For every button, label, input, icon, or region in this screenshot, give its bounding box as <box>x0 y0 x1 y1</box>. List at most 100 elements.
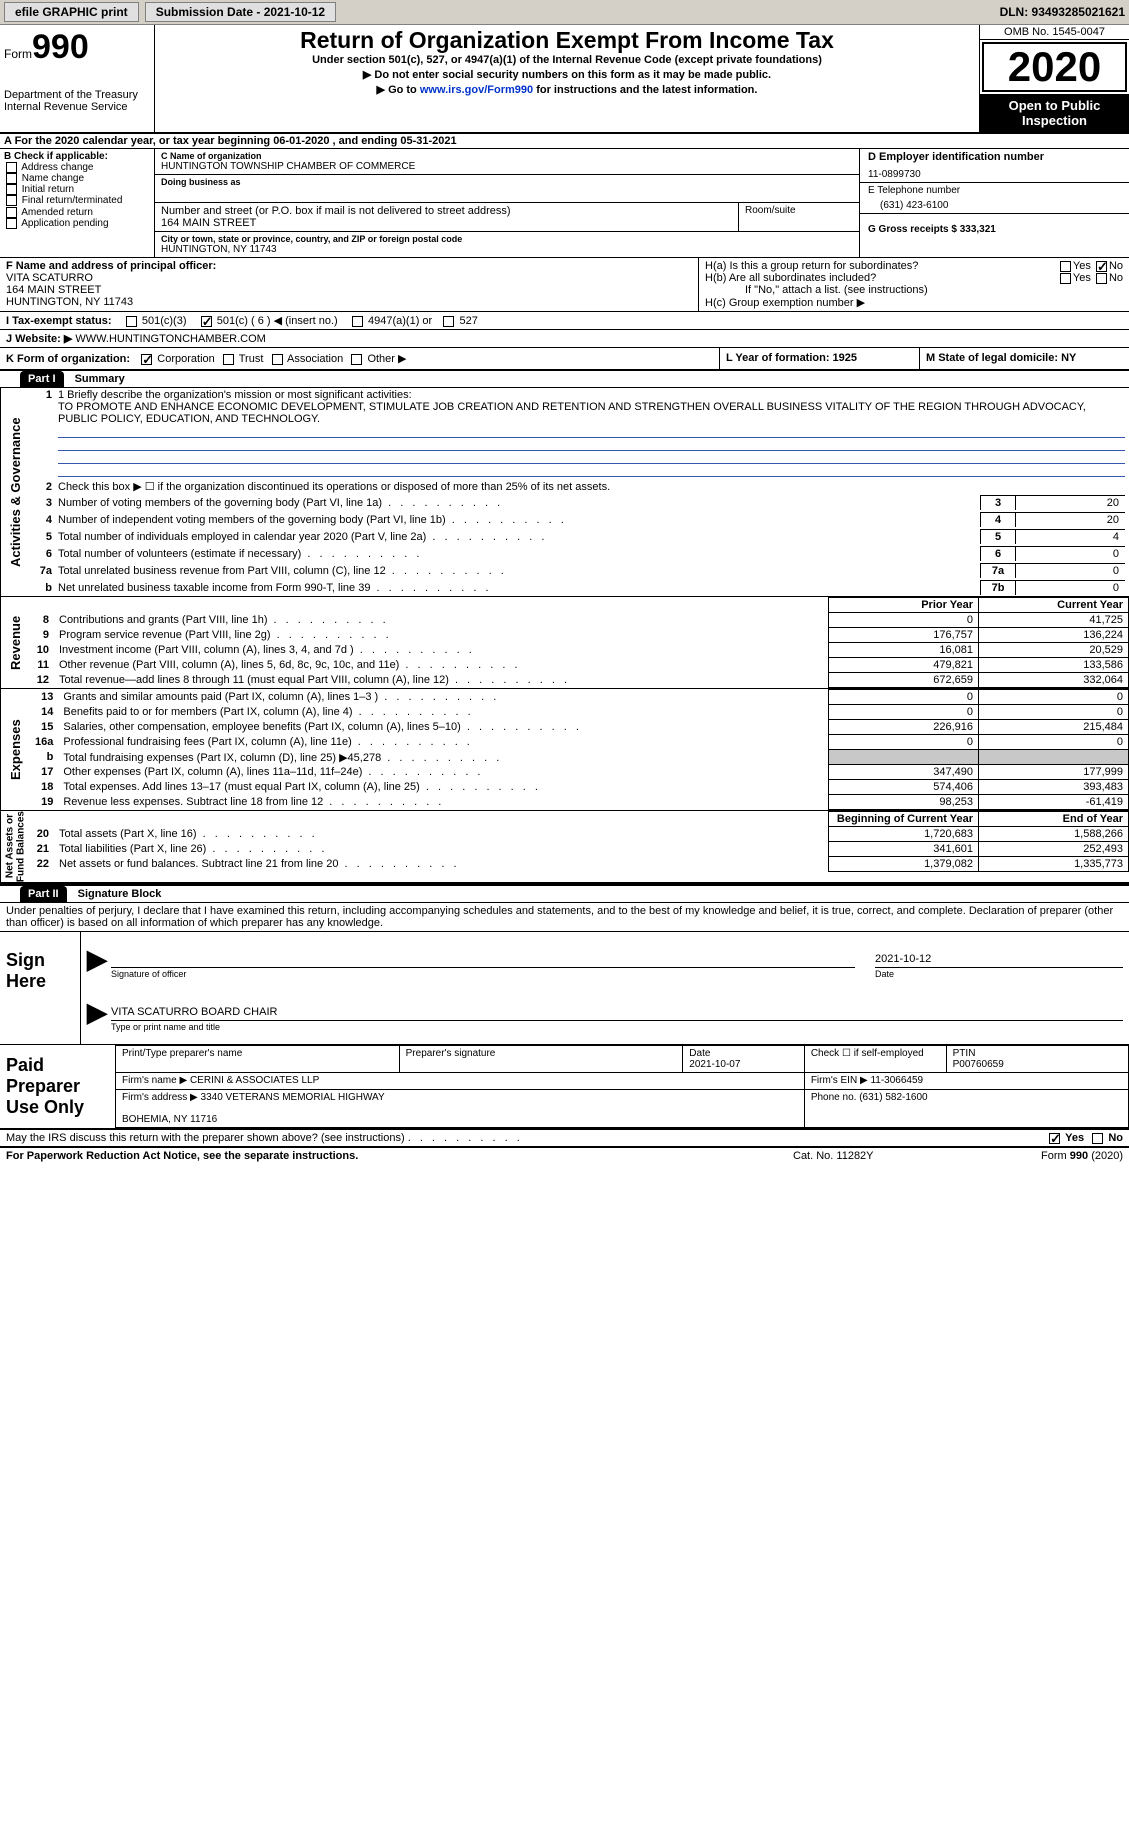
ha-no-checkbox[interactable] <box>1096 261 1107 272</box>
opt-501c: 501(c) ( 6 ) ◀ (insert no.) <box>217 315 338 327</box>
governance-row: 4Number of independent voting members of… <box>30 511 1129 528</box>
assoc-checkbox[interactable] <box>272 354 283 365</box>
website-label: J Website: ▶ <box>6 333 72 345</box>
dba-label: Doing business as <box>161 177 853 187</box>
firm-phone-label: Phone no. <box>811 1092 857 1103</box>
hc-line: H(c) Group exemption number ▶ <box>705 296 1123 309</box>
form-of-org-label: K Form of organization: <box>6 353 130 365</box>
row-fh: F Name and address of principal officer:… <box>0 258 1129 312</box>
street-label: Number and street (or P.O. box if mail i… <box>161 205 732 217</box>
goto-pre: ▶ Go to <box>377 84 420 96</box>
street-address: 164 MAIN STREET <box>161 217 732 229</box>
box-b: B Check if applicable: Address change Na… <box>0 149 155 257</box>
opt-trust: Trust <box>239 353 264 365</box>
hdr-curr: Current Year <box>979 598 1129 613</box>
ptin-label: PTIN <box>953 1048 976 1059</box>
top-bar: efile GRAPHIC print Submission Date - 20… <box>0 0 1129 25</box>
table-row: 21Total liabilities (Part X, line 26)341… <box>30 842 1129 857</box>
table-row: 14Benefits paid to or for members (Part … <box>30 705 1129 720</box>
sig-date-value: 2021-10-12 <box>875 953 931 965</box>
paid-preparer-label: Paid Preparer Use Only <box>0 1045 115 1128</box>
omb-number: OMB No. 1545-0047 <box>980 25 1129 40</box>
table-row: 18Total expenses. Add lines 13–17 (must … <box>30 780 1129 795</box>
prep-date-value: 2021-10-07 <box>689 1059 740 1070</box>
year-formation: L Year of formation: 1925 <box>726 352 857 364</box>
header-left: Form990 Department of the Treasury Inter… <box>0 25 155 132</box>
hb-yes-checkbox[interactable] <box>1060 273 1071 284</box>
table-row: bTotal fundraising expenses (Part IX, co… <box>30 750 1129 765</box>
opt-501c3: 501(c)(3) <box>142 315 187 327</box>
boxb-option[interactable]: Final return/terminated <box>4 195 150 206</box>
telephone-value: (631) 423-6100 <box>868 200 1121 211</box>
irs-link[interactable]: www.irs.gov/Form990 <box>420 84 533 96</box>
may-irs-no-checkbox[interactable] <box>1092 1133 1103 1144</box>
form-title: Return of Organization Exempt From Incom… <box>161 27 973 54</box>
sig-arrow-icon-2: ▶ <box>87 997 107 1028</box>
taxexempt-label: I Tax-exempt status: <box>6 315 112 327</box>
may-irs-yes-checkbox[interactable] <box>1049 1133 1060 1144</box>
header-right: OMB No. 1545-0047 2020 Open to Public In… <box>979 25 1129 132</box>
row-klm: K Form of organization: Corporation Trus… <box>0 348 1129 371</box>
sign-here-block: Sign Here ▶ Signature of officer 2021-10… <box>0 931 1129 1045</box>
box-b-title: B Check if applicable: <box>4 151 150 162</box>
table-row: 11Other revenue (Part VIII, column (A), … <box>30 658 1129 673</box>
governance-section: Activities & Governance 1 1 Briefly desc… <box>0 388 1129 597</box>
side-expenses: Expenses <box>0 689 30 810</box>
firm-addr-label: Firm's address ▶ <box>122 1092 198 1103</box>
ha-yes-checkbox[interactable] <box>1060 261 1071 272</box>
table-row: 8Contributions and grants (Part VIII, li… <box>30 613 1129 628</box>
trust-checkbox[interactable] <box>223 354 234 365</box>
boxb-option[interactable]: Initial return <box>4 184 150 195</box>
netassets-table: Beginning of Current Year End of Year 20… <box>30 811 1129 872</box>
side-revenue: Revenue <box>0 597 30 688</box>
opt-4947: 4947(a)(1) or <box>368 315 432 327</box>
hb-note: If "No," attach a list. (see instruction… <box>705 284 1123 296</box>
officer-name: VITA SCATURRO <box>6 272 692 284</box>
boxb-option[interactable]: Address change <box>4 162 150 173</box>
instruction-line-2: ▶ Go to www.irs.gov/Form990 for instruct… <box>161 83 973 96</box>
boxb-option[interactable]: Amended return <box>4 207 150 218</box>
gross-receipts: G Gross receipts $ 333,321 <box>868 224 1121 235</box>
cat-no: Cat. No. 11282Y <box>793 1150 943 1162</box>
501c-checkbox[interactable] <box>201 316 212 327</box>
form-number: 990 <box>32 28 89 66</box>
opt-527: 527 <box>459 315 477 327</box>
footer-row: For Paperwork Reduction Act Notice, see … <box>0 1148 1129 1164</box>
hdr-end: End of Year <box>979 812 1129 827</box>
527-checkbox[interactable] <box>443 316 454 327</box>
boxb-option[interactable]: Name change <box>4 173 150 184</box>
4947-checkbox[interactable] <box>352 316 363 327</box>
other-checkbox[interactable] <box>351 354 362 365</box>
prep-date-label: Date <box>689 1048 710 1059</box>
q2-text: Check this box ▶ ☐ if the organization d… <box>58 480 1125 493</box>
corp-checkbox[interactable] <box>141 354 152 365</box>
table-row: 22Net assets or fund balances. Subtract … <box>30 857 1129 872</box>
paperwork-notice: For Paperwork Reduction Act Notice, see … <box>6 1150 793 1162</box>
instruction-line-1: ▶ Do not enter social security numbers o… <box>161 68 973 81</box>
sign-here-label: Sign Here <box>0 932 80 1044</box>
may-irs-row: May the IRS discuss this return with the… <box>0 1130 1129 1148</box>
efile-print-button[interactable]: efile GRAPHIC print <box>4 2 139 22</box>
org-name: HUNTINGTON TOWNSHIP CHAMBER OF COMMERCE <box>161 161 853 172</box>
may-irs-text: May the IRS discuss this return with the… <box>6 1132 405 1144</box>
prep-selfemp: Check ☐ if self-employed <box>811 1048 924 1059</box>
submission-date-button[interactable]: Submission Date - 2021-10-12 <box>145 2 336 22</box>
side-governance: Activities & Governance <box>0 388 30 596</box>
opt-other: Other ▶ <box>367 353 406 365</box>
prep-name-label: Print/Type preparer's name <box>122 1048 242 1059</box>
opt-assoc: Association <box>287 353 343 365</box>
hb-no-checkbox[interactable] <box>1096 273 1107 284</box>
header-center: Return of Organization Exempt From Incom… <box>155 25 979 132</box>
box-de: D Employer identification number 11-0899… <box>859 149 1129 257</box>
ptin-value: P00760659 <box>953 1059 1004 1070</box>
row-j-website: J Website: ▶ WWW.HUNTINGTONCHAMBER.COM <box>0 330 1129 348</box>
tax-year: 2020 <box>982 42 1127 92</box>
501c3-checkbox[interactable] <box>126 316 137 327</box>
expenses-section: Expenses 13Grants and similar amounts pa… <box>0 689 1129 811</box>
form-number-footer: Form 990 (2020) <box>943 1150 1123 1162</box>
sig-officer-sublabel: Signature of officer <box>111 969 186 979</box>
boxb-option[interactable]: Application pending <box>4 218 150 229</box>
table-row: 9Program service revenue (Part VIII, lin… <box>30 628 1129 643</box>
expenses-table: 13Grants and similar amounts paid (Part … <box>30 689 1129 810</box>
table-row: 12Total revenue—add lines 8 through 11 (… <box>30 673 1129 688</box>
